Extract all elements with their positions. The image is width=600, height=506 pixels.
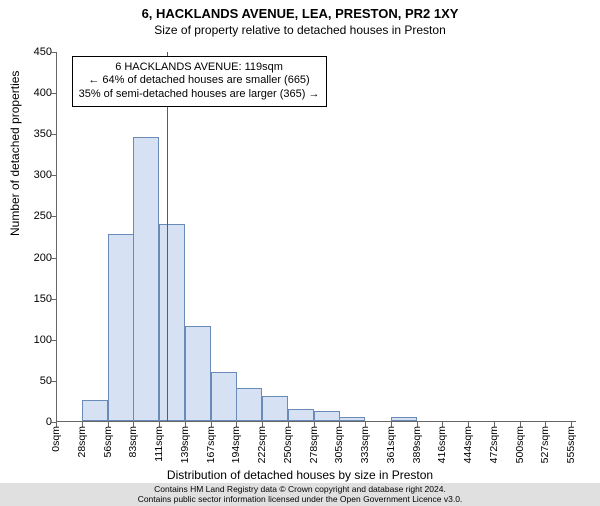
footer-line-2: Contains public sector information licen… <box>0 494 600 504</box>
histogram-bar <box>262 396 288 421</box>
x-tick-label: 527sqm <box>539 426 551 463</box>
x-tick-label: 0sqm <box>50 426 62 452</box>
footer-line-1: Contains HM Land Registry data © Crown c… <box>0 484 600 494</box>
x-axis-label: Distribution of detached houses by size … <box>0 468 600 482</box>
y-tick-mark <box>51 93 56 94</box>
x-tick-label: 305sqm <box>333 426 345 463</box>
chart-subtitle: Size of property relative to detached ho… <box>0 23 600 37</box>
histogram-bar <box>185 326 211 421</box>
footer: Contains HM Land Registry data © Crown c… <box>0 483 600 506</box>
x-tick-label: 28sqm <box>76 426 88 458</box>
x-tick-label: 194sqm <box>230 426 242 463</box>
y-tick-mark <box>51 175 56 176</box>
x-tick-label: 389sqm <box>411 426 423 463</box>
y-tick-label: 300 <box>12 169 52 181</box>
annotation-line-3: 35% of semi-detached houses are larger (… <box>79 88 320 102</box>
histogram-bar <box>211 372 237 421</box>
annotation-box: 6 HACKLANDS AVENUE: 119sqm← 64% of detac… <box>72 56 327 107</box>
histogram-bar <box>108 234 134 421</box>
x-tick-label: 139sqm <box>179 426 191 463</box>
y-tick-label: 150 <box>12 293 52 305</box>
x-tick-label: 250sqm <box>282 426 294 463</box>
histogram-bar <box>314 411 340 421</box>
y-tick-mark <box>51 340 56 341</box>
x-tick-label: 333sqm <box>359 426 371 463</box>
y-tick-label: 250 <box>12 210 52 222</box>
x-tick-label: 83sqm <box>127 426 139 458</box>
x-tick-label: 111sqm <box>153 426 165 462</box>
histogram-bar <box>133 137 159 421</box>
x-tick-label: 56sqm <box>102 426 114 458</box>
x-tick-label: 278sqm <box>308 426 320 463</box>
y-tick-mark <box>51 134 56 135</box>
x-tick-label: 222sqm <box>256 426 268 463</box>
y-tick-label: 400 <box>12 87 52 99</box>
x-tick-label: 555sqm <box>565 426 577 463</box>
x-tick-label: 361sqm <box>385 426 397 463</box>
x-tick-label: 167sqm <box>205 426 217 463</box>
y-tick-label: 200 <box>12 252 52 264</box>
histogram-bar <box>391 417 417 421</box>
y-tick-label: 0 <box>12 416 52 428</box>
histogram-bar <box>236 388 262 421</box>
chart-area: 0501001502002503003504004500sqm28sqm56sq… <box>56 52 576 422</box>
histogram-bar <box>82 400 108 421</box>
y-tick-label: 350 <box>12 128 52 140</box>
x-tick-label: 416sqm <box>436 426 448 463</box>
histogram-bar <box>339 417 365 421</box>
y-tick-label: 450 <box>12 46 52 58</box>
y-tick-label: 100 <box>12 334 52 346</box>
annotation-line-1: 6 HACKLANDS AVENUE: 119sqm <box>79 61 320 75</box>
y-tick-mark <box>51 216 56 217</box>
property-marker-line <box>167 52 169 421</box>
y-tick-label: 50 <box>12 375 52 387</box>
chart-title: 6, HACKLANDS AVENUE, LEA, PRESTON, PR2 1… <box>0 6 600 21</box>
y-tick-mark <box>51 299 56 300</box>
x-tick-label: 500sqm <box>514 426 526 463</box>
y-tick-mark <box>51 52 56 53</box>
y-tick-mark <box>51 258 56 259</box>
histogram-bar <box>159 224 185 421</box>
x-tick-label: 444sqm <box>462 426 474 463</box>
x-tick-label: 472sqm <box>488 426 500 463</box>
histogram-bar <box>288 409 314 421</box>
y-tick-mark <box>51 381 56 382</box>
annotation-line-2: ← 64% of detached houses are smaller (66… <box>79 74 320 88</box>
